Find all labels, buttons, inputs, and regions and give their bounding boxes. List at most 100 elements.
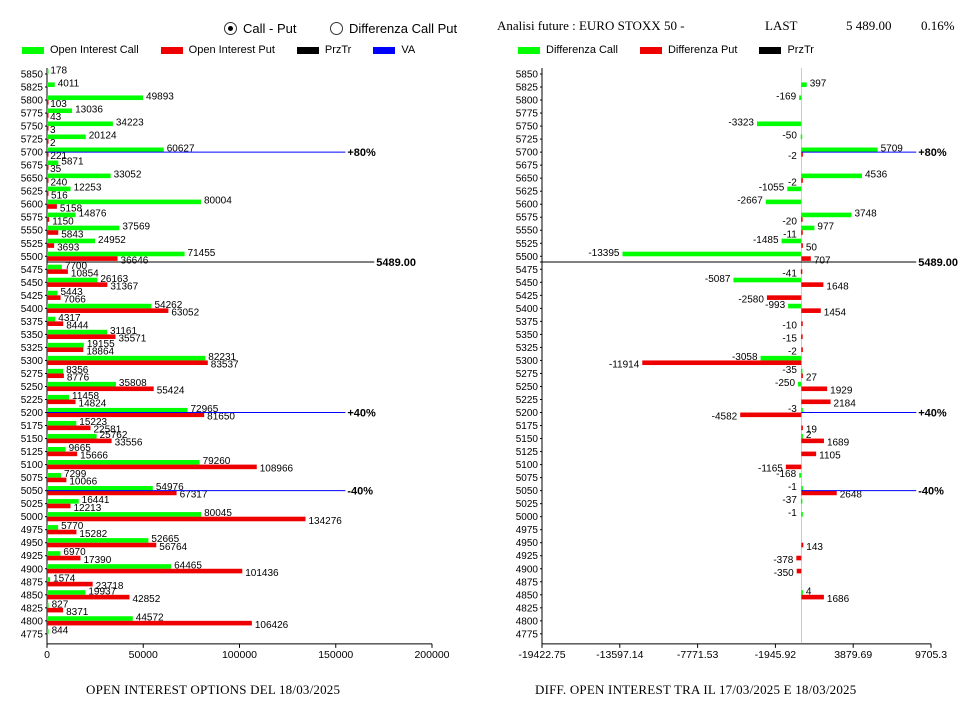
left-bar-put [47,256,118,261]
left-bar-put [47,360,208,366]
legend-label: Differenza Put [667,44,738,56]
left-category-label: 5575 [21,213,44,224]
left-bar-put [47,347,84,353]
right-x-tick-label: 3879.69 [834,649,872,661]
left-bar-put [47,594,130,600]
right-category-label: 5425 [516,291,539,302]
left-category-label: 5650 [21,174,44,185]
left-data-label: 44572 [136,612,164,623]
right-bar-put [801,542,804,548]
left-data-label: 64465 [174,560,202,571]
left-category-label: 4825 [21,603,44,614]
left-category-label: 5600 [21,200,44,211]
left-bar-put [47,321,64,326]
left-data-label: 3693 [57,242,80,253]
left-bar-put [47,386,154,392]
left-bar-call [47,616,133,621]
right-bar-put [801,451,817,457]
left-category-label: 5175 [21,421,44,432]
right-bar-put [796,555,802,561]
left-category-label: 4775 [21,629,44,640]
left-data-label: 178 [50,66,67,77]
right-category-label: 5200 [516,408,539,419]
left-category-label: 5675 [21,161,44,172]
right-bar-put [801,243,803,248]
radio-call-put[interactable]: Call - Put [224,21,296,36]
right-marker-label: -40% [918,486,944,498]
right-data-label: -1 [788,482,797,493]
left-category-label: 4900 [21,564,44,575]
right-x-tick-label: -13597.14 [596,649,643,661]
left-data-label: 81650 [207,412,235,423]
left-bar-put [47,529,77,535]
left-data-label: 49893 [146,92,174,103]
legend-swatch [22,46,44,54]
right-category-label: 5225 [516,395,539,406]
right-category-label: 4975 [516,525,539,536]
right-category-label: 5500 [516,252,539,263]
left-bar-put [47,295,61,300]
right-bar-put [642,360,802,366]
right-data-label: 2648 [840,490,863,501]
right-bar-call [799,473,802,478]
left-bar-call [47,342,84,348]
right-data-label: -169 [776,92,796,103]
change-percent: 0.16% [921,18,955,33]
left-data-label: 14824 [79,399,107,410]
left-bar-call [47,134,86,140]
right-category-label: 5075 [516,473,539,484]
left-bar-call [47,95,144,101]
left-bar-call [47,121,113,127]
left-category-label: 5250 [21,382,44,393]
left-data-label: 13036 [75,105,103,116]
legend-label: PrzTr [324,44,352,56]
left-data-label: 34223 [116,118,144,129]
left-bar-call [47,199,202,205]
left-bar-put [47,412,205,418]
left-bar-put [47,451,78,457]
left-data-label: 23718 [96,581,124,592]
left-data-label: 5158 [60,203,83,214]
left-data-label: 31367 [110,281,138,292]
left-category-label: 5450 [21,278,44,289]
left-bar-put [47,100,49,105]
left-bar-call [47,186,71,192]
right-category-label: 5475 [516,265,539,276]
right-bar-put [801,399,831,405]
right-category-label: 4950 [516,538,539,549]
left-data-label: 7299 [64,469,87,480]
left-bar-call [47,173,111,179]
left-bar-call [47,238,96,244]
right-category-label: 5850 [516,70,539,81]
left-data-label: 5843 [61,229,84,240]
left-bar-put [47,152,49,157]
right-category-label: 5575 [516,213,539,224]
right-category-label: 5025 [516,499,539,510]
right-bar-call [801,147,878,153]
right-data-label: 2184 [834,399,857,410]
left-bar-put [47,230,59,235]
right-bar-call [798,381,802,387]
left-category-label: 5825 [21,83,44,94]
left-data-label: 18864 [86,347,114,358]
left-marker-label: +40% [347,408,376,420]
radio-differenza[interactable]: Differenza Call Put [330,21,457,36]
left-data-label: 55424 [157,386,185,397]
left-x-tick-label: 100000 [222,649,257,661]
left-data-label: 10066 [69,477,97,488]
right-data-label: -378 [773,555,793,566]
right-category-label: 5000 [516,512,539,523]
left-data-label: 33052 [114,170,142,181]
right-data-label: 4536 [865,170,888,181]
right-category-label: 5175 [516,421,539,432]
right-bar-put [801,256,811,261]
left-data-label: 7066 [64,294,87,305]
left-category-label: 5700 [21,148,44,159]
left-data-label: 9665 [69,443,92,454]
right-bar-put [785,464,802,470]
left-data-label: 8356 [66,365,89,376]
left-bar-call [47,303,152,309]
right-bar-call [760,355,802,361]
left-bar-put [47,269,68,274]
left-bar-call [47,290,58,296]
